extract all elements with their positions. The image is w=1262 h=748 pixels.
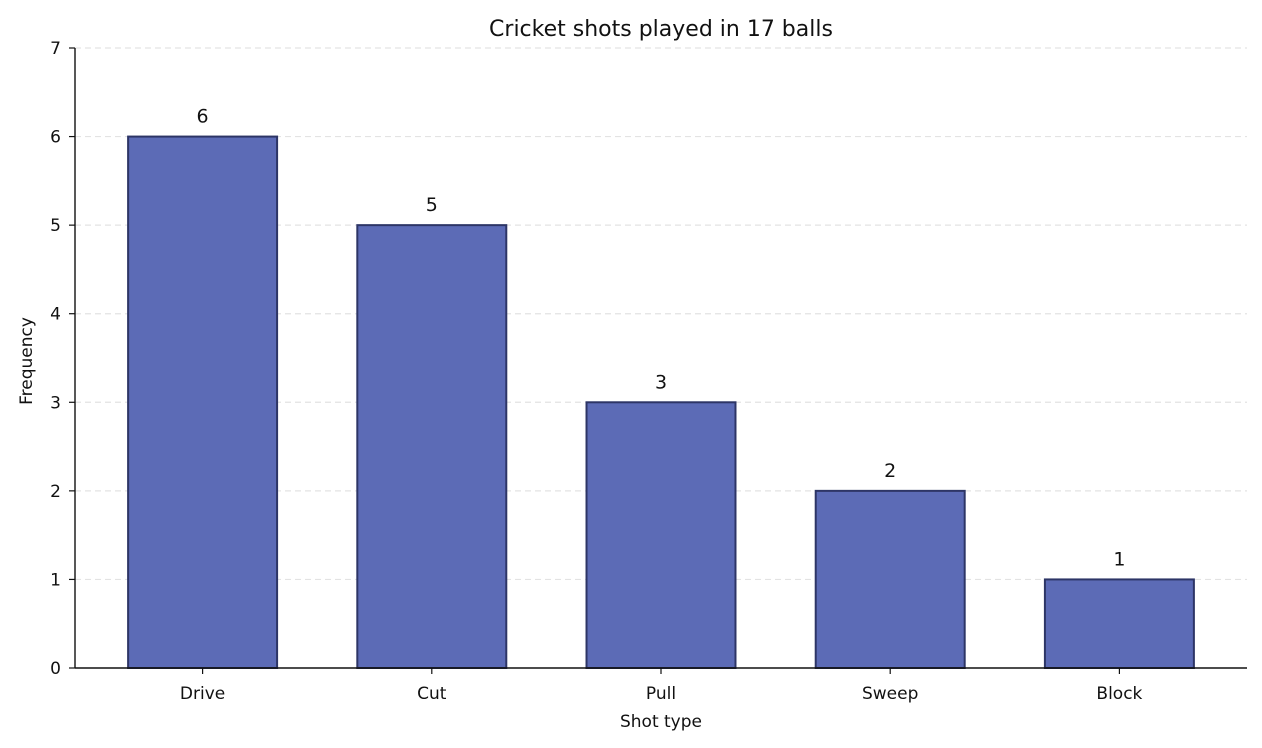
y-tick-label: 3 xyxy=(50,393,61,413)
y-ticks: 0 1 2 3 4 5 6 7 xyxy=(50,39,75,679)
bar-drive xyxy=(127,135,279,670)
y-axis-label: Frequency xyxy=(17,317,37,405)
y-tick-label: 1 xyxy=(50,570,61,590)
y-tick-label: 0 xyxy=(50,659,61,679)
bar-block xyxy=(1043,578,1195,670)
chart-title: Cricket shots played in 17 balls xyxy=(489,17,833,42)
x-tick-label: Sweep xyxy=(862,684,918,704)
x-axis-label: Shot type xyxy=(620,712,702,732)
data-labels: 6 5 3 2 1 xyxy=(197,106,1126,571)
x-ticks: Drive Cut Pull Sweep Block xyxy=(180,668,1143,704)
y-tick-label: 2 xyxy=(50,482,61,502)
bar-sweep xyxy=(814,489,966,669)
y-tick-label: 4 xyxy=(50,305,61,325)
y-tick-label: 7 xyxy=(50,39,61,59)
bars xyxy=(127,135,1195,670)
data-label-cut: 5 xyxy=(426,194,438,216)
x-tick-label: Block xyxy=(1096,684,1142,704)
x-tick-label: Drive xyxy=(180,684,225,704)
y-tick-label: 6 xyxy=(50,128,61,148)
data-label-pull: 3 xyxy=(655,371,667,393)
bar-pull xyxy=(585,401,737,669)
y-tick-label: 5 xyxy=(50,216,61,236)
x-tick-label: Pull xyxy=(646,684,676,704)
x-tick-label: Cut xyxy=(417,684,447,704)
data-label-sweep: 2 xyxy=(884,460,896,482)
data-label-drive: 6 xyxy=(197,106,209,128)
data-label-block: 1 xyxy=(1113,548,1125,570)
bar-cut xyxy=(356,224,508,669)
